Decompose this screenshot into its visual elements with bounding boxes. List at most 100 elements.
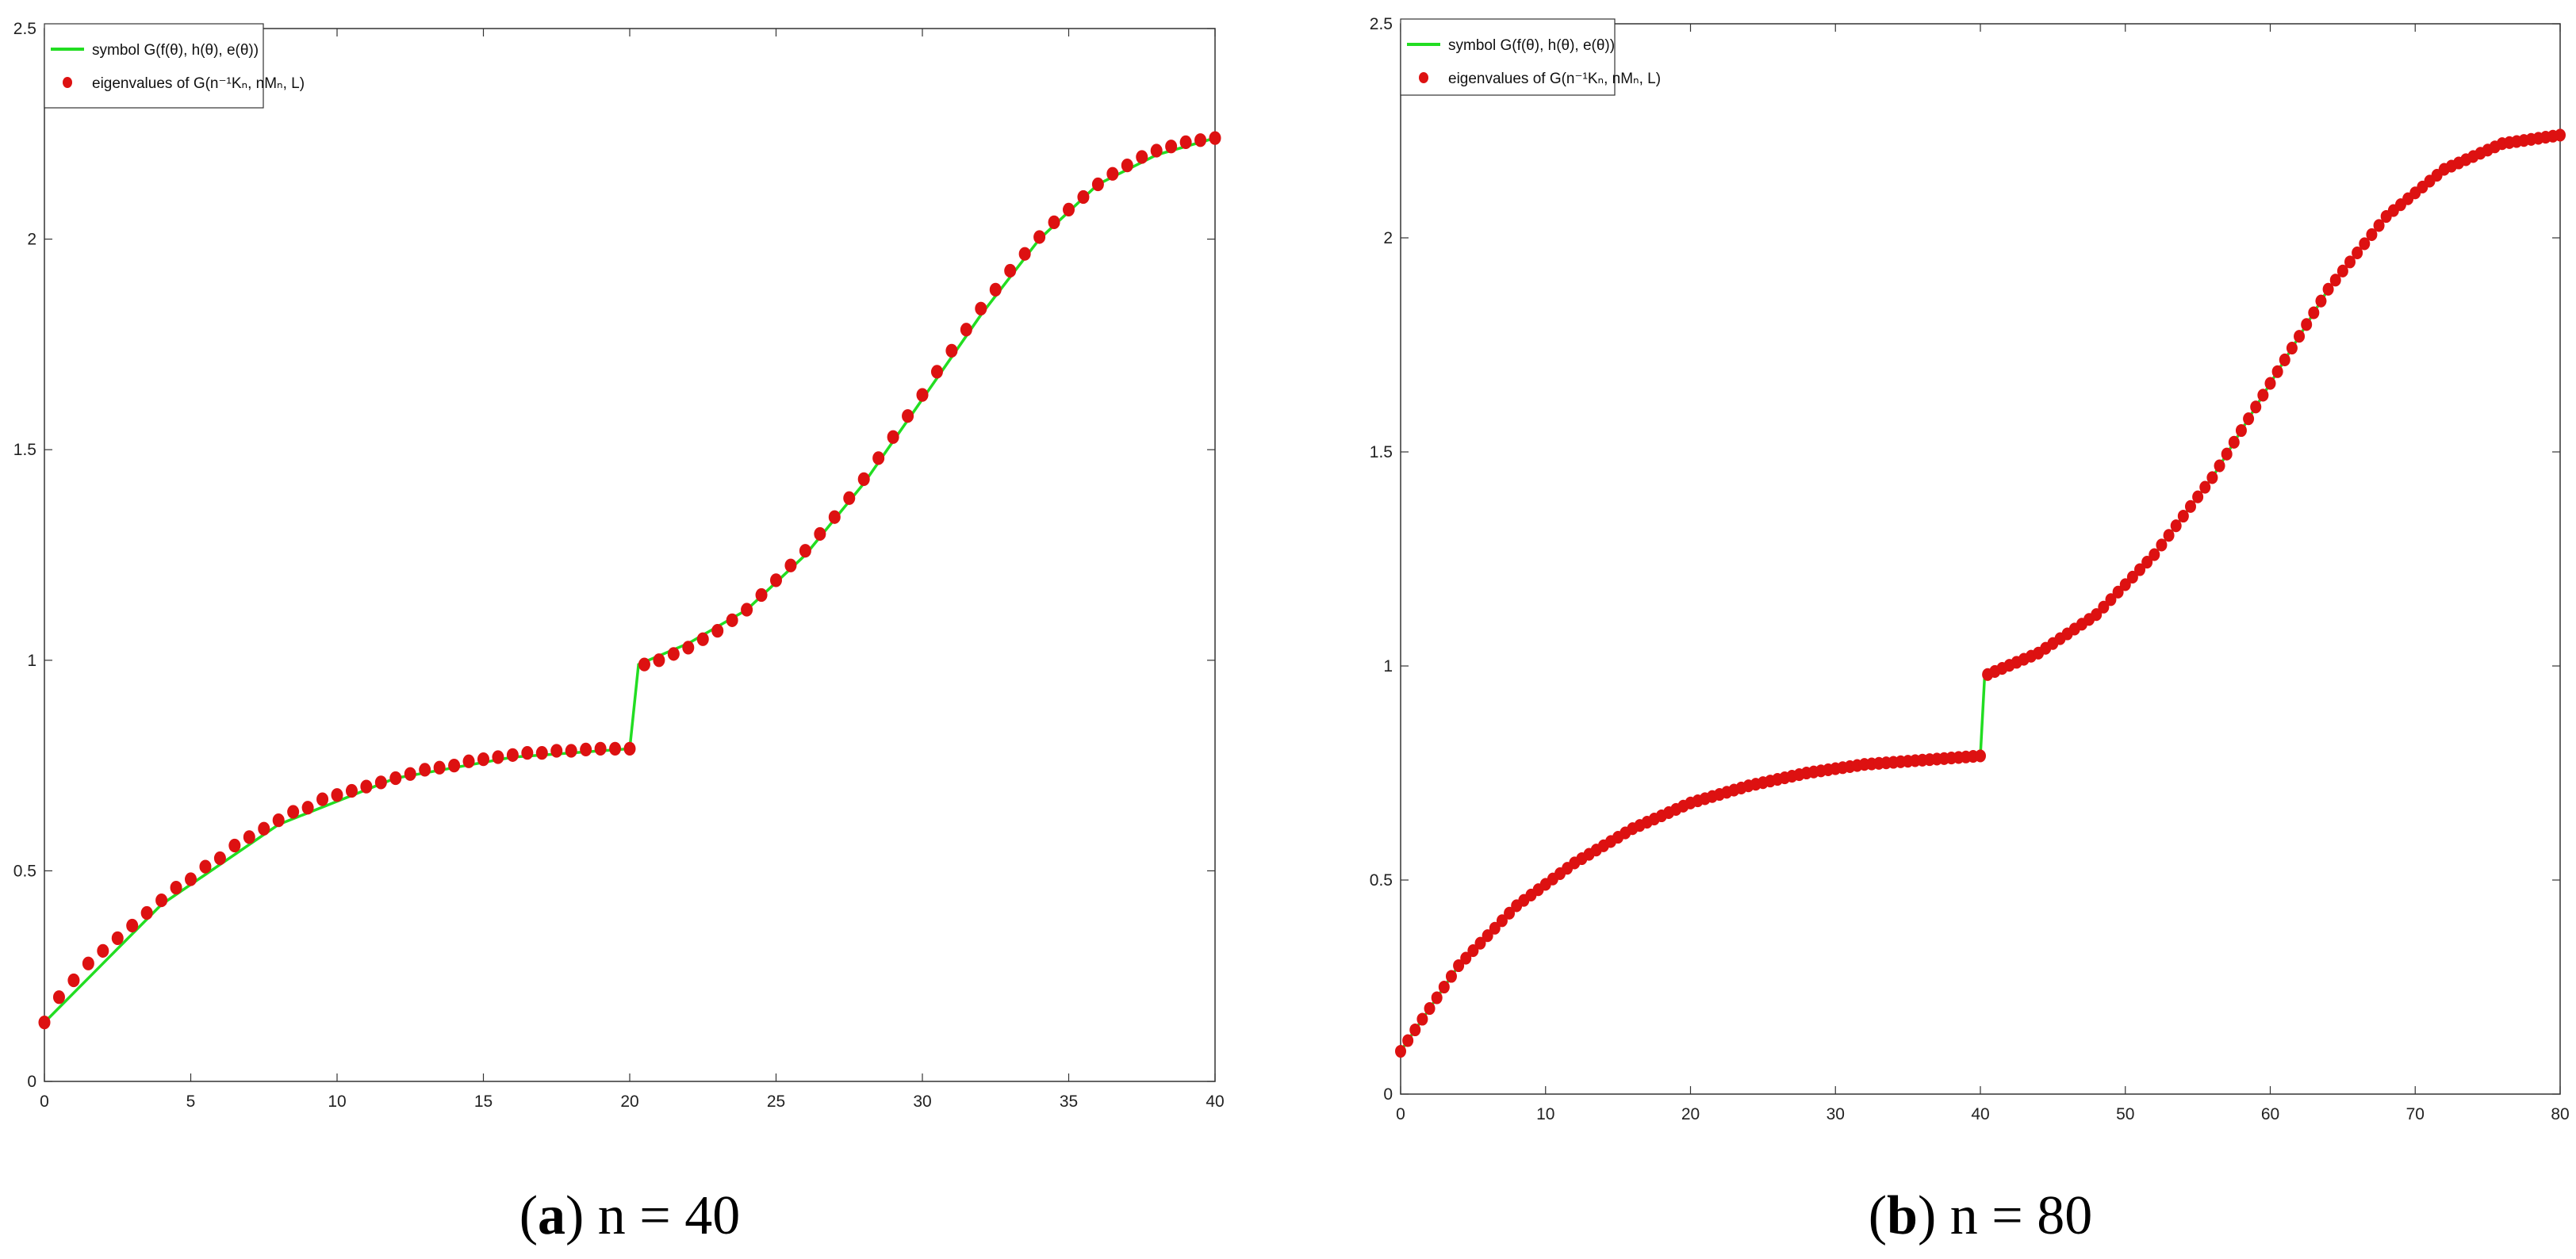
eigenvalue-point — [535, 746, 548, 760]
eigenvalue-point — [2373, 219, 2385, 232]
eigenvalue-point — [1077, 189, 1090, 205]
eigenvalue-point — [170, 881, 182, 895]
eigenvalue-point — [2199, 480, 2211, 494]
eigenvalue-point — [360, 779, 373, 794]
eigenvalue-point — [843, 491, 856, 505]
eigenvalue-point — [2091, 608, 2103, 622]
eigenvalue-point — [784, 558, 797, 572]
eigenvalue-point — [2294, 330, 2306, 343]
chart-panel-a: 0 5 10 15 20 25 30 35 40 0 0.5 1 1.5 2 2.5 symbol G(f(θ… — [13, 20, 1225, 1246]
eigenvalue-point — [770, 573, 782, 587]
x-tick-label: 0 — [40, 1093, 49, 1111]
eigenvalue-point — [82, 956, 94, 970]
eigenvalue-point — [755, 587, 768, 603]
eigenvalue-point — [2170, 519, 2182, 533]
eigenvalue-point — [448, 758, 461, 773]
eigenvalue-point — [2279, 353, 2290, 366]
caption-text: ) n = 80 — [1918, 1185, 2092, 1246]
eigenvalue-point — [1121, 159, 1133, 173]
x-tick-label: 40 — [1206, 1093, 1224, 1111]
eigenvalue-point — [1438, 980, 1450, 994]
eigenvalue-point — [2243, 412, 2255, 426]
eigenvalue-point — [1136, 150, 1148, 164]
eigenvalue-point — [185, 872, 197, 886]
eigenvalue-point — [2271, 365, 2283, 378]
eigenvalue-point — [2301, 318, 2313, 331]
eigenvalue-point — [2098, 600, 2110, 614]
eigenvalue-point — [2555, 128, 2566, 142]
eigenvalue-point — [916, 388, 929, 402]
eigenvalue-point — [1453, 959, 1465, 973]
panel-caption: (b) n = 80 — [1869, 1185, 2093, 1246]
eigenvalue-point — [97, 943, 109, 958]
eigenvalue-point — [492, 750, 504, 764]
eigenvalue-point — [638, 657, 650, 672]
x-tick-label: 60 — [2261, 1105, 2279, 1123]
eigenvalue-point — [2264, 377, 2276, 390]
eigenvalue-point — [389, 771, 402, 786]
eigenvalue-point — [374, 775, 387, 790]
eigenvalue-point — [1460, 951, 1472, 965]
x-tick-label: 70 — [2406, 1105, 2425, 1123]
y-tick-label: 1.5 — [1370, 443, 1393, 461]
caption-letter: b — [1887, 1185, 1918, 1246]
x-tick-label: 50 — [2116, 1105, 2134, 1123]
caption-letter: a — [538, 1185, 565, 1246]
eigenvalue-point — [316, 792, 329, 806]
eigenvalue-point — [2126, 570, 2138, 584]
eigenvalue-point — [609, 741, 622, 756]
eigenvalue-point — [989, 282, 1002, 297]
legend-marker-swatch — [63, 77, 72, 88]
eigenvalue-point — [2315, 294, 2327, 308]
eigenvalue-point — [1431, 991, 1443, 1005]
legend-box — [44, 23, 264, 109]
eigenvalue-point — [2308, 306, 2320, 320]
legend-label-eigenvalues: eigenvalues of G(n⁻¹Kₙ, nMₙ, L) — [1448, 71, 1661, 87]
eigenvalue-point — [550, 744, 563, 758]
eigenvalue-point — [975, 301, 987, 316]
eigenvalue-point — [872, 451, 885, 465]
y-tick-label: 2 — [1383, 229, 1393, 247]
eigenvalue-point — [2206, 471, 2218, 484]
eigenvalue-point — [2119, 578, 2131, 591]
eigenvalue-point — [272, 813, 285, 828]
eigenvalue-point — [1179, 135, 1192, 150]
eigenvalue-point — [2192, 490, 2204, 503]
x-tick-label: 5 — [186, 1093, 196, 1111]
eigenvalue-point — [696, 632, 709, 646]
eigenvalue-point — [126, 918, 139, 933]
plot-area — [1400, 23, 2561, 1095]
eigenvalue-point — [667, 647, 680, 661]
eigenvalue-point — [462, 754, 475, 768]
eigenvalue-point — [799, 544, 811, 558]
eigenvalue-point — [1395, 1044, 1406, 1058]
eigenvalue-point — [2156, 538, 2168, 552]
eigenvalue-point — [2105, 593, 2117, 607]
eigenvalue-point — [1048, 215, 1060, 229]
eigenvalue-point — [1474, 936, 1486, 950]
eigenvalue-point — [2344, 255, 2356, 269]
eigenvalue-point — [301, 801, 314, 815]
eigenvalue-point — [945, 343, 958, 358]
eigenvalue-point — [960, 323, 972, 337]
eigenvalue-point — [1004, 263, 1017, 278]
eigenvalue-point — [814, 526, 826, 541]
eigenvalue-point — [1496, 914, 1508, 928]
eigenvalue-point — [155, 893, 168, 908]
eigenvalue-point — [726, 613, 738, 627]
eigenvalue-point — [1018, 247, 1031, 261]
eigenvalue-point — [653, 653, 665, 668]
eigenvalue-point — [887, 430, 899, 444]
eigenvalue-point — [2366, 228, 2378, 242]
eigenvalue-point — [243, 830, 255, 844]
x-tick-label: 80 — [2551, 1105, 2569, 1123]
eigenvalue-point — [711, 623, 724, 638]
eigenvalue-point — [111, 931, 124, 946]
eigenvalue-point — [2149, 548, 2160, 561]
eigenvalue-point — [2184, 499, 2196, 513]
eigenvalue-point — [1209, 131, 1221, 145]
x-tick-label: 20 — [1681, 1105, 1700, 1123]
x-tick-label: 20 — [620, 1093, 638, 1111]
eigenvalue-point — [2177, 509, 2189, 523]
